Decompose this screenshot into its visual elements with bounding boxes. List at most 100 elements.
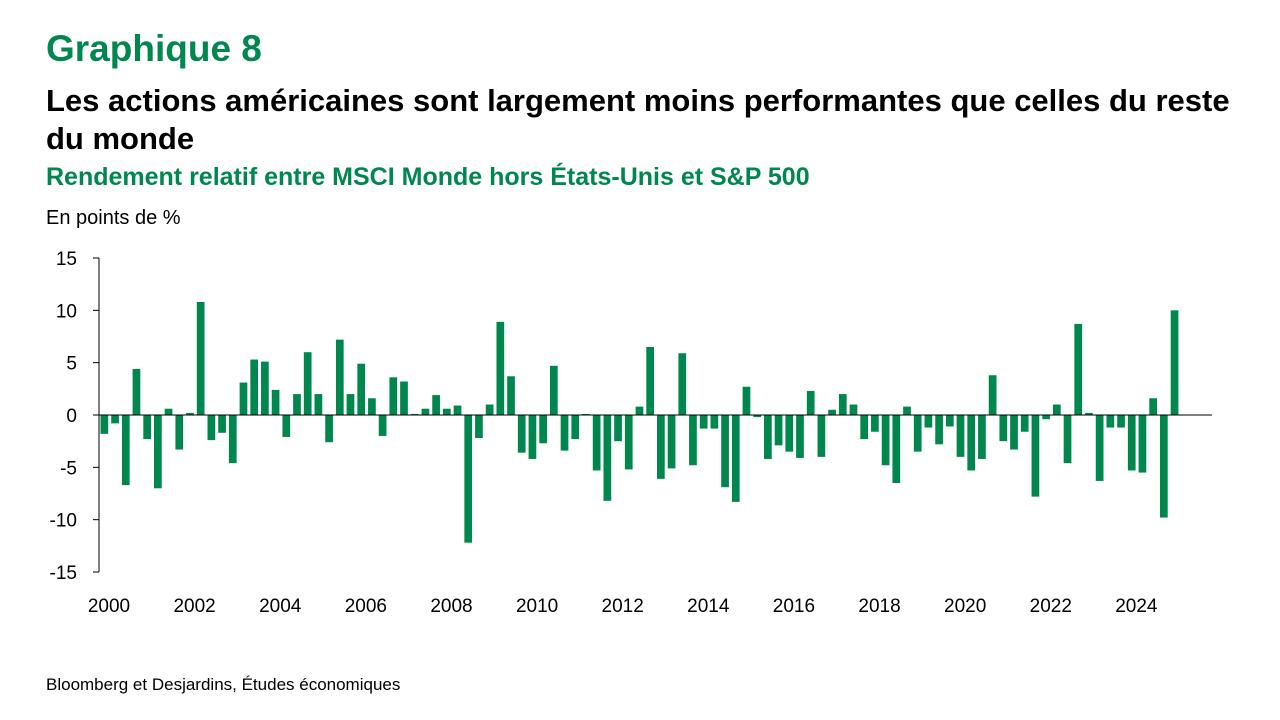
x-tick-label: 2002 — [173, 596, 215, 617]
bar — [1052, 404, 1061, 415]
x-tick-label: 2004 — [259, 596, 302, 617]
bar — [1031, 415, 1040, 497]
bar — [1074, 323, 1083, 415]
bar — [228, 415, 237, 464]
bar — [507, 376, 515, 415]
bar — [764, 415, 772, 459]
x-tick-label: 2024 — [1115, 596, 1158, 617]
bar — [806, 390, 815, 415]
bar — [1127, 415, 1136, 471]
bar — [1149, 398, 1157, 415]
x-tick-label: 2022 — [1030, 596, 1072, 617]
bar — [860, 415, 869, 440]
y-tick-label: 15 — [56, 249, 77, 270]
bar — [303, 352, 312, 415]
bar — [175, 415, 184, 450]
y-tick-label: 10 — [56, 301, 77, 322]
y-tick-label: 5 — [66, 354, 77, 375]
x-tick-label: 2000 — [88, 596, 130, 617]
source-note: Bloomberg et Desjardins, Études économiq… — [46, 675, 401, 694]
bar — [496, 321, 505, 415]
bar — [314, 394, 323, 415]
y-axis-unit-label: En points de % — [46, 207, 181, 229]
bar — [368, 398, 376, 415]
bar — [774, 415, 783, 446]
bar — [817, 415, 826, 457]
bar — [582, 413, 590, 415]
bar — [614, 415, 622, 442]
chart-subtitle: Rendement relatif entre MSCI Monde hors … — [46, 163, 810, 191]
bar — [892, 415, 901, 484]
bar — [978, 415, 986, 459]
bar — [699, 415, 708, 429]
bar — [838, 394, 847, 415]
bar — [753, 415, 762, 418]
bar — [164, 408, 173, 415]
bar — [871, 415, 879, 432]
bar — [464, 415, 473, 543]
bar — [988, 375, 997, 415]
bar — [410, 413, 419, 415]
bar — [389, 377, 398, 415]
bar — [325, 415, 333, 443]
bar — [1159, 415, 1168, 518]
bar — [657, 415, 665, 479]
bar — [539, 415, 547, 444]
bar — [731, 415, 740, 502]
bar — [400, 381, 408, 415]
bar — [357, 363, 366, 415]
x-tick-label: 2006 — [345, 596, 387, 617]
bar — [528, 415, 537, 459]
bar — [1010, 415, 1018, 450]
bar — [207, 415, 216, 441]
bar — [945, 415, 954, 427]
bar — [849, 404, 858, 415]
x-tick-label: 2016 — [773, 596, 815, 617]
x-tick-label: 2014 — [687, 596, 730, 617]
y-tick-label: -10 — [50, 511, 77, 532]
bar — [828, 409, 836, 415]
bar — [196, 301, 205, 415]
x-tick-label: 2018 — [858, 596, 900, 617]
y-tick-label: 0 — [66, 406, 77, 427]
bar — [261, 361, 269, 415]
bar — [935, 415, 943, 445]
bar — [967, 415, 976, 471]
bar — [785, 415, 794, 452]
x-tick-label: 2012 — [602, 596, 644, 617]
bars-layer — [100, 301, 1179, 543]
bar — [689, 415, 697, 466]
bar — [924, 415, 933, 428]
bar — [186, 412, 194, 415]
bar — [1095, 415, 1104, 481]
bar — [442, 408, 451, 415]
bar — [1085, 412, 1093, 415]
bar — [560, 415, 569, 451]
bar — [603, 415, 612, 501]
axes-layer: 15 10 5 0 -5 -10 -15 2000 2002 2004 2006 2008 2010 20… — [50, 249, 1212, 617]
bar — [293, 394, 301, 415]
y-tick-label: -15 — [50, 563, 77, 584]
bar — [721, 415, 729, 488]
bar — [635, 406, 644, 415]
bar — [956, 415, 965, 457]
bar — [646, 346, 655, 415]
bar — [346, 394, 355, 415]
x-tick-label: 2010 — [516, 596, 558, 617]
bar — [1117, 415, 1125, 428]
y-tick-label: -5 — [60, 458, 77, 479]
bar — [143, 415, 152, 440]
bar — [592, 415, 601, 471]
bar — [1170, 310, 1179, 415]
bar — [271, 389, 280, 415]
bar — [1106, 415, 1115, 428]
bar — [250, 359, 259, 415]
bar — [624, 415, 633, 470]
bar — [432, 395, 440, 415]
bar — [903, 406, 911, 415]
bar — [485, 404, 494, 415]
bar — [1042, 415, 1050, 420]
bar — [453, 405, 462, 415]
bar — [1063, 415, 1072, 464]
